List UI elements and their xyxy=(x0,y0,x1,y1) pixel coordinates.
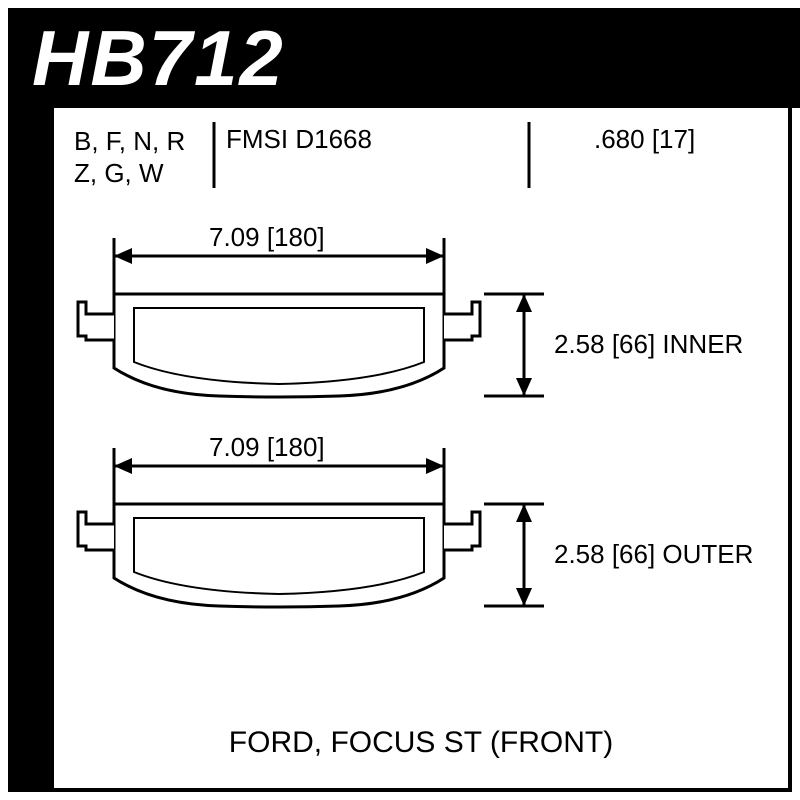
fmsi-text: FMSI D1668 xyxy=(226,124,372,154)
outer-height-label: 2.58 [66] OUTER xyxy=(554,539,753,569)
inner-height-label: 2.58 [66] INNER xyxy=(554,329,743,359)
outer-height-dim: 2.58 [66] OUTER xyxy=(484,504,753,606)
inner-height-dim: 2.58 [66] INNER xyxy=(484,294,743,396)
inner-width-label: 7.09 [180] xyxy=(209,222,325,252)
diagram-area: B, F, N, R Z, G, W FMSI D1668 .680 [17] … xyxy=(12,108,788,788)
outer-pad xyxy=(78,504,480,607)
part-number-title: HB712 xyxy=(8,8,800,108)
outer-width-label: 7.09 [180] xyxy=(209,432,325,462)
inner-pad xyxy=(78,294,480,397)
thickness-text: .680 [17] xyxy=(594,124,695,154)
diagram-svg: FMSI D1668 .680 [17] 7.09 [180] xyxy=(54,108,796,798)
application-label: FORD, FOCUS ST (FRONT) xyxy=(54,726,788,760)
